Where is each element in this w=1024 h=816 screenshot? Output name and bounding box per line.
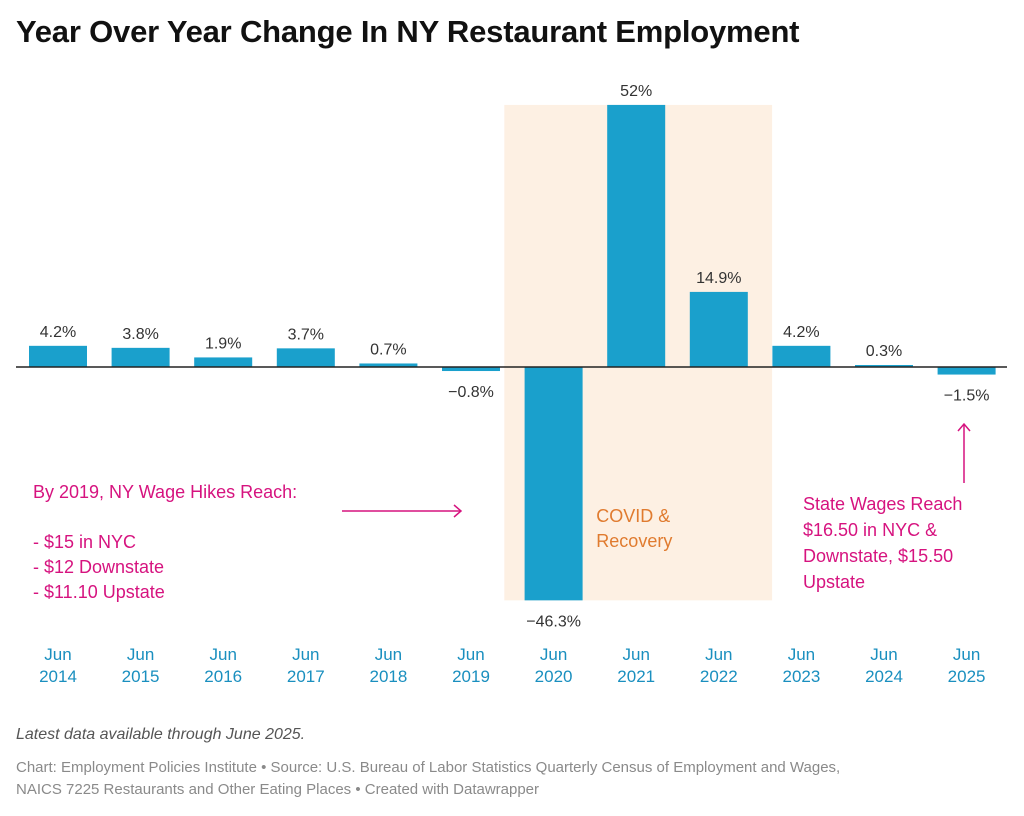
x-tick-label-line: 2025 xyxy=(948,667,986,686)
x-tick-label-line: 2018 xyxy=(369,667,407,686)
bar xyxy=(111,347,170,367)
covid-band-label-line: COVID & xyxy=(596,506,670,526)
value-label: 4.2% xyxy=(783,324,819,341)
x-tick-label: Jun 2019 xyxy=(452,645,490,686)
annotations-layer: By 2019, NY Wage Hikes Reach: - $15 in N… xyxy=(33,422,971,602)
x-tick-label-line: 2017 xyxy=(287,667,325,686)
annotation-line: $16.50 in NYC & xyxy=(803,520,937,540)
bar xyxy=(359,363,418,367)
x-tick-label-line: Jun xyxy=(375,645,402,664)
x-tick-label: Jun 2021 xyxy=(617,645,655,686)
chart-title: Year Over Year Change In NY Restaurant E… xyxy=(16,14,800,49)
x-tick-label-line: 2014 xyxy=(39,667,77,686)
x-tick-label-line: 2019 xyxy=(452,667,490,686)
source-line-1: Chart: Employment Policies Institute • S… xyxy=(16,759,841,776)
x-tick-label: Jun 2024 xyxy=(865,645,903,686)
annotation-line: State Wages Reach xyxy=(803,494,962,514)
x-tick-label-line: Jun xyxy=(457,645,484,664)
annotation-line: - $12 Downstate xyxy=(33,557,164,577)
bar xyxy=(607,104,666,368)
covid-band-label-line: Recovery xyxy=(596,531,672,551)
value-label: 3.8% xyxy=(122,326,158,343)
covid-band-label: COVID & Recovery xyxy=(596,506,672,551)
x-tick-label-line: Jun xyxy=(788,645,815,664)
value-label: −0.8% xyxy=(448,384,494,401)
arrow-up-head-icon xyxy=(957,422,971,432)
value-label: 52% xyxy=(620,83,652,100)
bar xyxy=(937,367,996,375)
annotation-line: By 2019, NY Wage Hikes Reach: xyxy=(33,482,297,502)
value-label: 0.7% xyxy=(370,341,406,358)
x-tick-label: Jun 2023 xyxy=(782,645,820,686)
x-tick-label: Jun 2018 xyxy=(369,645,407,686)
x-tick-label-line: 2021 xyxy=(617,667,655,686)
bar xyxy=(772,345,831,367)
x-tick-label: Jun 2022 xyxy=(700,645,738,686)
bar xyxy=(442,367,500,372)
x-tick-label-line: Jun xyxy=(44,645,71,664)
state-wages-2025-annotation: State Wages Reach $16.50 in NYC & Downstat… xyxy=(803,494,962,592)
value-label: 4.2% xyxy=(40,324,76,341)
x-tick-label-line: Jun xyxy=(292,645,319,664)
value-label: 3.7% xyxy=(288,326,324,343)
x-tick-label-line: 2016 xyxy=(204,667,242,686)
annotation-line: Upstate xyxy=(803,572,865,592)
annotation-line xyxy=(33,507,38,527)
value-labels-layer: 4.2% 3.8% 1.9% 3.7% 0.7% −0.8% −46.3% 52% 14.9% 4… xyxy=(40,83,990,630)
bar xyxy=(276,348,335,367)
bar xyxy=(855,365,913,367)
value-label: 0.3% xyxy=(866,343,902,360)
annotation-line: - $11.10 Upstate xyxy=(33,582,165,602)
x-tick-label-line: 2020 xyxy=(535,667,573,686)
bar xyxy=(29,345,87,367)
x-tick-label-line: 2024 xyxy=(865,667,903,686)
bars-layer xyxy=(29,104,996,601)
source-line-2: NAICS 7225 Restaurants and Other Eating … xyxy=(16,781,540,798)
wage-hike-2019-annotation: By 2019, NY Wage Hikes Reach: - $15 in N… xyxy=(33,482,297,602)
x-tick-label-line: Jun xyxy=(127,645,154,664)
x-tick-label-line: Jun xyxy=(209,645,236,664)
bar xyxy=(689,291,748,367)
value-label: −46.3% xyxy=(526,613,581,630)
value-label: −1.5% xyxy=(944,388,990,405)
x-tick-label: Jun 2015 xyxy=(122,645,160,686)
x-tick-label: Jun 2016 xyxy=(204,645,242,686)
annotation-line: - $15 in NYC xyxy=(33,532,136,552)
bar xyxy=(194,357,253,367)
x-tick-label-line: Jun xyxy=(870,645,897,664)
x-tick-label-line: Jun xyxy=(705,645,732,664)
x-tick-label: Jun 2020 xyxy=(535,645,573,686)
x-tick-label-line: 2022 xyxy=(700,667,738,686)
x-tick-labels-layer: Jun 2014 Jun 2015 Jun 2016 Jun 2017 Jun 2018 Jun 20… xyxy=(39,645,985,686)
x-tick-label-line: Jun xyxy=(540,645,567,664)
bar-chart: COVID & Recovery 4.2% 3.8% 1.9% 3.7% 0.7% −0.8… xyxy=(16,83,1007,686)
bar xyxy=(524,367,583,601)
value-label: 1.9% xyxy=(205,335,241,352)
x-tick-label: Jun 2014 xyxy=(39,645,77,686)
value-label: 14.9% xyxy=(696,270,741,287)
x-tick-label-line: Jun xyxy=(622,645,649,664)
x-tick-label: Jun 2025 xyxy=(948,645,986,686)
source-credit: Chart: Employment Policies Institute • S… xyxy=(16,757,1016,801)
arrow-right-head-icon xyxy=(453,504,463,518)
data-note: Latest data available through June 2025. xyxy=(16,726,306,743)
x-tick-label: Jun 2017 xyxy=(287,645,325,686)
x-tick-label-line: Jun xyxy=(953,645,980,664)
x-tick-label-line: 2015 xyxy=(122,667,160,686)
annotation-line: Downstate, $15.50 xyxy=(803,546,953,566)
x-tick-label-line: 2023 xyxy=(782,667,820,686)
